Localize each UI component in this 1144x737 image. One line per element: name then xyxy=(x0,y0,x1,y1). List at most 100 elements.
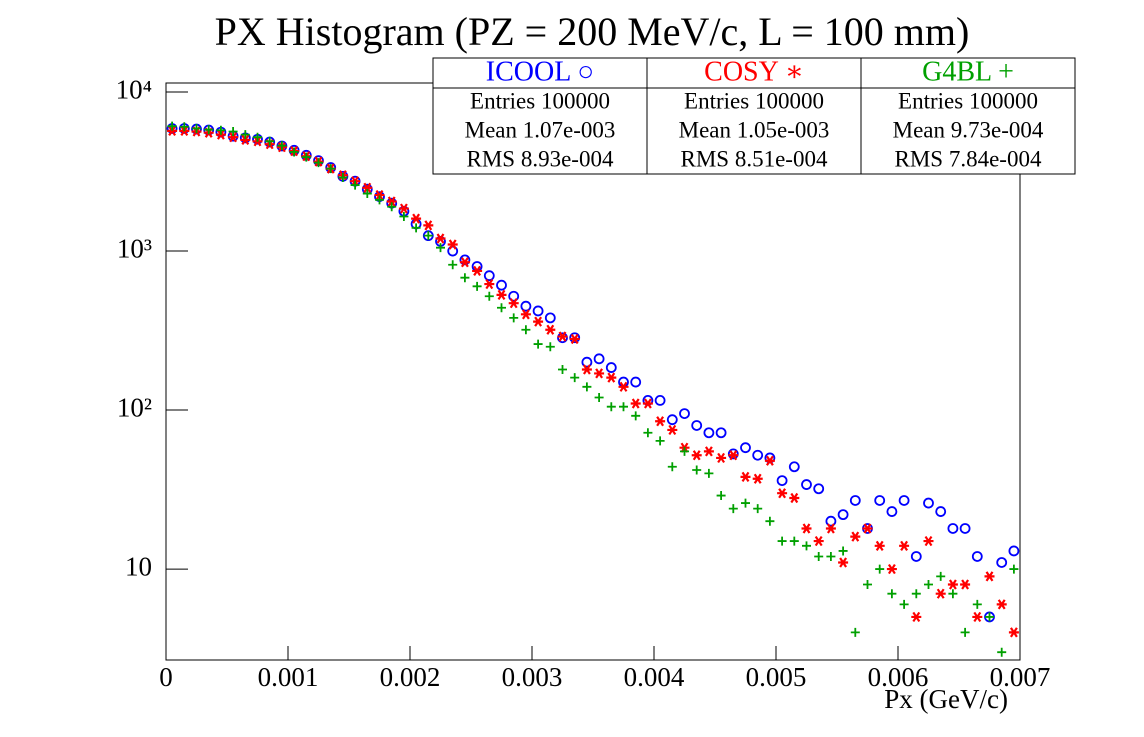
marker xyxy=(813,535,824,547)
marker xyxy=(849,495,861,506)
marker xyxy=(703,427,715,439)
marker xyxy=(289,147,299,157)
marker xyxy=(740,442,751,454)
marker xyxy=(435,233,446,244)
marker xyxy=(619,402,628,412)
marker xyxy=(874,495,886,506)
marker xyxy=(655,416,666,427)
marker xyxy=(606,402,616,412)
y-tick-label: 10 xyxy=(125,551,152,581)
marker xyxy=(460,273,470,283)
marker xyxy=(715,427,727,439)
marker xyxy=(447,245,459,257)
marker xyxy=(777,488,788,499)
marker xyxy=(593,353,605,365)
marker xyxy=(935,506,947,517)
marker xyxy=(899,540,910,551)
marker xyxy=(484,291,494,301)
marker xyxy=(240,134,251,146)
marker xyxy=(569,332,581,344)
marker xyxy=(752,449,764,461)
marker xyxy=(765,516,775,526)
stats-row: RMS 7.84e-004 xyxy=(895,146,1042,171)
marker xyxy=(826,551,836,561)
marker xyxy=(910,551,922,562)
marker xyxy=(350,180,360,190)
marker xyxy=(228,132,239,143)
marker xyxy=(497,303,506,313)
marker xyxy=(862,523,873,534)
marker xyxy=(777,536,787,546)
marker xyxy=(654,395,666,406)
marker xyxy=(606,372,617,383)
x-tick-label: 0.007 xyxy=(990,662,1051,692)
marker xyxy=(618,381,629,392)
stats-row: Entries 100000 xyxy=(470,88,610,113)
marker xyxy=(167,125,178,136)
marker xyxy=(936,571,946,581)
x-tick-label: 0.002 xyxy=(380,662,441,692)
marker xyxy=(972,611,983,623)
marker xyxy=(948,589,958,599)
marker xyxy=(837,509,849,521)
marker xyxy=(679,408,690,420)
marker xyxy=(643,428,653,438)
marker xyxy=(447,239,458,250)
marker xyxy=(192,123,201,133)
marker xyxy=(630,376,642,388)
x-tick-label: 0.004 xyxy=(624,662,685,692)
x-tick-label: 0.001 xyxy=(258,662,319,692)
marker xyxy=(228,126,238,136)
marker xyxy=(520,300,532,312)
marker xyxy=(557,332,568,344)
marker xyxy=(448,260,458,270)
marker xyxy=(521,325,531,335)
marker xyxy=(204,125,214,135)
y-tick-label: 10² xyxy=(117,392,152,422)
marker xyxy=(972,599,982,609)
marker xyxy=(802,541,811,551)
marker xyxy=(532,305,544,317)
marker xyxy=(741,498,750,508)
marker xyxy=(716,452,727,464)
x-axis-label: Px (GeV/c) xyxy=(884,684,1008,714)
marker xyxy=(338,173,348,183)
marker xyxy=(898,495,910,506)
marker xyxy=(594,392,604,402)
marker xyxy=(533,339,543,349)
marker xyxy=(411,213,422,224)
marker xyxy=(398,203,409,214)
marker xyxy=(838,546,848,556)
marker xyxy=(850,627,860,637)
marker xyxy=(704,468,714,478)
marker xyxy=(838,557,849,568)
marker xyxy=(727,448,739,460)
marker xyxy=(728,450,739,461)
marker xyxy=(996,557,1008,568)
marker xyxy=(984,571,995,582)
marker xyxy=(594,368,605,379)
marker xyxy=(924,579,933,589)
marker xyxy=(557,331,568,342)
marker xyxy=(582,382,592,392)
marker xyxy=(301,152,311,162)
marker xyxy=(863,579,872,589)
marker xyxy=(558,364,567,374)
y-tick-label: 10⁴ xyxy=(116,74,152,104)
marker xyxy=(411,223,421,233)
marker xyxy=(326,164,336,174)
marker xyxy=(253,132,262,142)
marker xyxy=(935,588,946,599)
marker xyxy=(545,342,555,352)
marker xyxy=(997,647,1007,657)
marker xyxy=(459,254,471,266)
stats-row: RMS 8.93e-004 xyxy=(467,146,614,171)
marker xyxy=(825,515,837,527)
marker xyxy=(581,364,592,375)
stats-row: Mean 1.07e-003 xyxy=(465,117,616,142)
marker xyxy=(508,298,519,309)
x-tick-label: 0.005 xyxy=(746,662,807,692)
marker xyxy=(691,420,703,431)
marker xyxy=(947,579,958,590)
marker xyxy=(752,473,763,484)
